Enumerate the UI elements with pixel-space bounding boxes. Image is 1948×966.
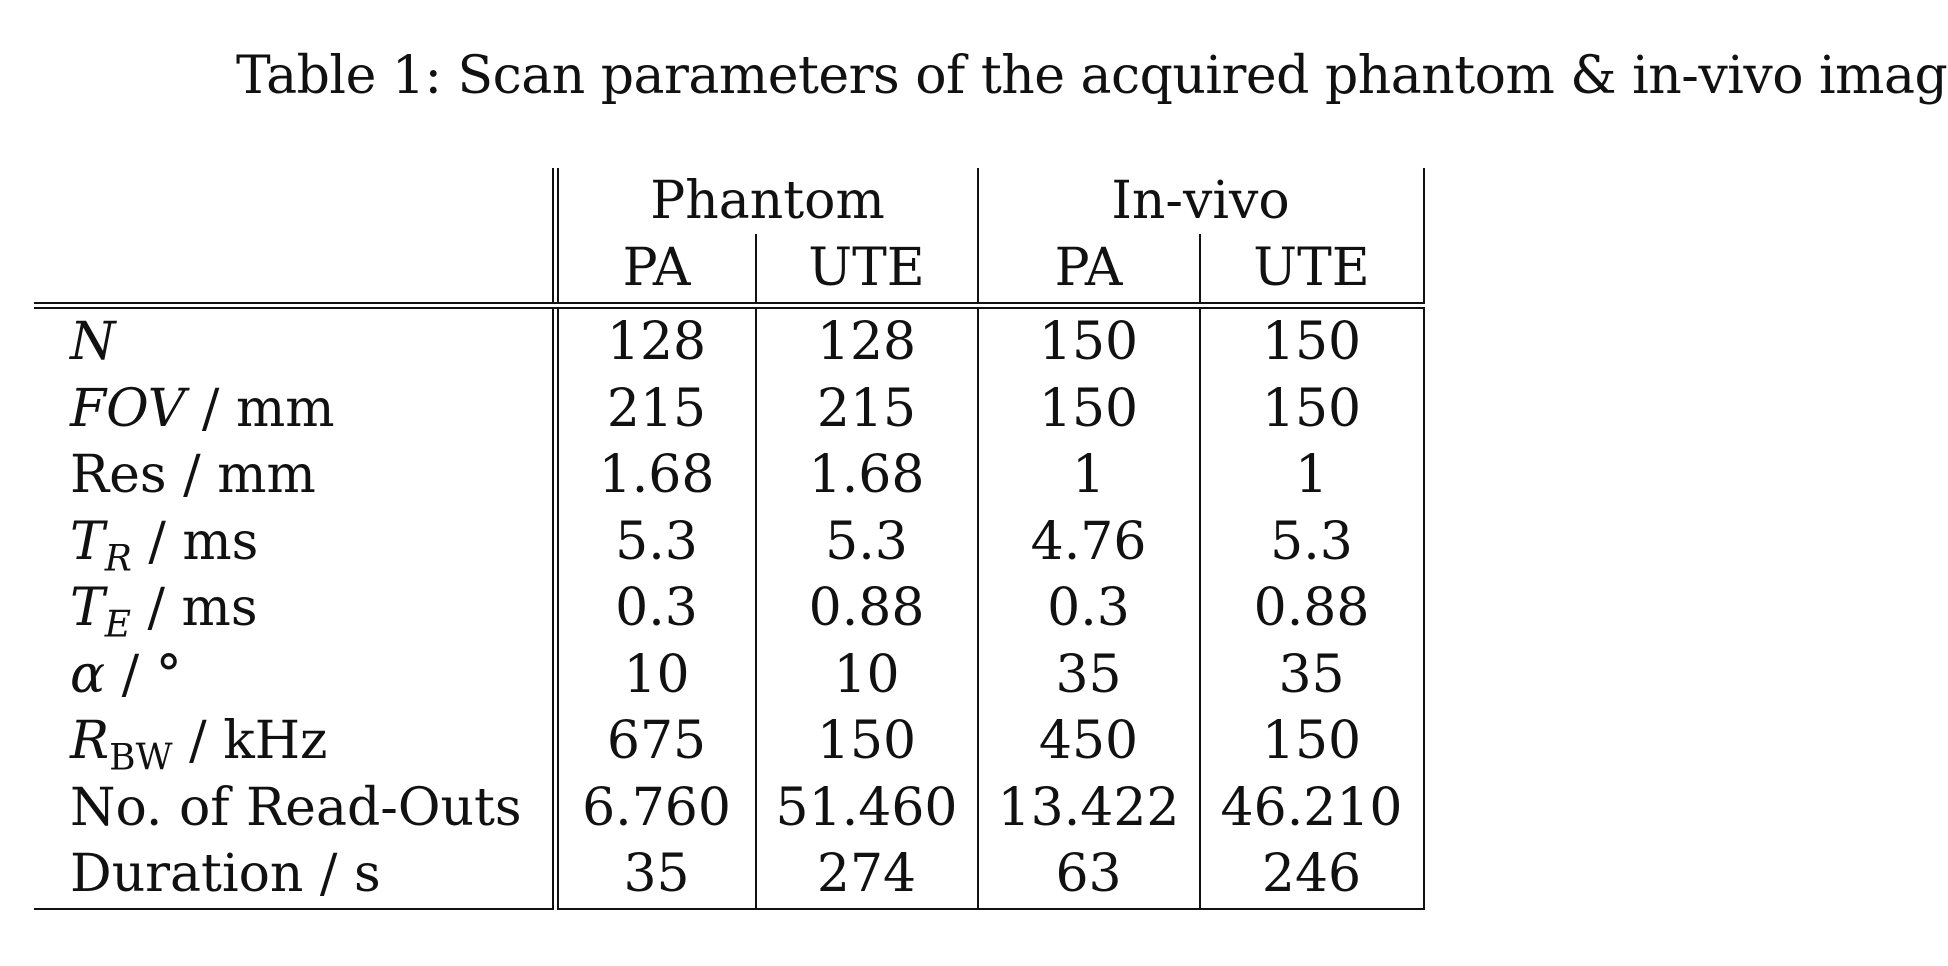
cell-phantom-pa: 675 xyxy=(551,708,756,775)
cell-phantom-ute: 0.88 xyxy=(754,575,978,642)
table-body: N 128 128 150 150 FOV / mm 215 215 150 150 Res / m… xyxy=(34,305,1425,910)
cell-phantom-ute: 10 xyxy=(754,641,978,708)
cell-phantom-pa: 10 xyxy=(551,641,756,708)
row-label-symbol: T xyxy=(70,578,105,639)
cell-in-vivo-pa: 150 xyxy=(976,305,1200,376)
cell-phantom-pa: 215 xyxy=(551,375,756,442)
scan-parameters-table: Phantom In-vivo PA UTE PA UTE N 128 128 150… xyxy=(34,168,1425,910)
row-label: α / ° xyxy=(34,642,555,709)
cell-in-vivo-pa: 13.422 xyxy=(976,774,1200,841)
subheader-in-vivo-pa: PA xyxy=(976,234,1200,309)
table-row: TE / ms 0.3 0.88 0.3 0.88 xyxy=(34,575,1425,643)
cell-phantom-pa: 1.68 xyxy=(551,442,756,509)
row-label-subscript: BW xyxy=(109,737,173,779)
row-label: No. of Read-Outs xyxy=(34,775,555,842)
corner-cell xyxy=(34,168,555,234)
row-label-subscript: E xyxy=(104,604,131,646)
subheader-in-vivo-ute: UTE xyxy=(1198,234,1425,309)
table-caption: Table 1: Scan parameters of the acquired… xyxy=(236,46,1948,106)
subheader-phantom-pa: PA xyxy=(551,234,756,309)
row-label-symbol: R xyxy=(70,711,110,772)
cell-in-vivo-pa: 0.3 xyxy=(976,575,1200,642)
group-header-phantom: Phantom xyxy=(551,168,978,234)
row-label-unit: / s xyxy=(303,844,381,905)
scan-parameters-table-container: Phantom In-vivo PA UTE PA UTE N 128 128 150… xyxy=(34,168,1425,910)
row-label-unit: / kHz xyxy=(172,711,328,772)
cell-in-vivo-pa: 450 xyxy=(976,708,1200,775)
row-label: N xyxy=(34,306,555,376)
cell-in-vivo-ute: 1 xyxy=(1198,442,1425,509)
row-label: FOV / mm xyxy=(34,376,555,443)
cell-in-vivo-pa: 35 xyxy=(976,641,1200,708)
cell-phantom-ute: 128 xyxy=(754,305,978,376)
row-label-unit: / mm xyxy=(185,378,335,439)
cell-in-vivo-pa: 1 xyxy=(976,442,1200,509)
table-row: TR / ms 5.3 5.3 4.76 5.3 xyxy=(34,508,1425,580)
cell-phantom-pa: 5.3 xyxy=(551,508,756,575)
corner-cell-lower xyxy=(34,234,556,309)
row-label-symbol: Res xyxy=(70,445,167,506)
cell-phantom-pa: 128 xyxy=(551,305,756,376)
row-label-symbol: FOV xyxy=(70,378,186,439)
row-label: RBW / kHz xyxy=(34,708,555,776)
cell-phantom-pa: 0.3 xyxy=(551,575,756,642)
row-label-unit: / ms xyxy=(130,578,258,639)
table-row: RBW / kHz 675 150 450 150 xyxy=(34,708,1425,776)
group-header-in-vivo: In-vivo xyxy=(976,168,1425,234)
cell-in-vivo-ute: 5.3 xyxy=(1198,508,1425,575)
cell-in-vivo-ute: 246 xyxy=(1198,841,1425,910)
row-label-unit: / mm xyxy=(166,445,316,506)
cell-in-vivo-pa: 63 xyxy=(976,841,1200,910)
cell-phantom-ute: 51.460 xyxy=(754,774,978,841)
cell-in-vivo-ute: 35 xyxy=(1198,641,1425,708)
cell-phantom-ute: 150 xyxy=(754,708,978,775)
row-label: Duration / s xyxy=(34,841,556,910)
table-row: α / ° 10 10 35 35 xyxy=(34,641,1425,709)
cell-phantom-ute: 215 xyxy=(754,375,978,442)
cell-in-vivo-pa: 4.76 xyxy=(976,508,1200,575)
cell-in-vivo-ute: 150 xyxy=(1198,375,1425,442)
row-label-symbol: α xyxy=(70,644,106,705)
cell-in-vivo-ute: 150 xyxy=(1198,708,1425,775)
table-row: No. of Read-Outs 6.760 51.460 13.422 46.210 xyxy=(34,774,1425,842)
cell-in-vivo-pa: 150 xyxy=(976,375,1200,442)
cell-phantom-ute: 1.68 xyxy=(754,442,978,509)
row-label: Res / mm xyxy=(34,442,555,509)
row-label-unit: / ° xyxy=(105,644,182,705)
cell-in-vivo-ute: 46.210 xyxy=(1198,774,1425,841)
row-label-subscript: R xyxy=(104,538,132,580)
row-label: TR / ms xyxy=(34,509,555,580)
cell-in-vivo-ute: 0.88 xyxy=(1198,575,1425,642)
row-label-symbol: T xyxy=(70,511,105,572)
table-row: FOV / mm 215 215 150 150 xyxy=(34,375,1425,443)
cell-phantom-pa: 6.760 xyxy=(551,774,756,841)
cell-phantom-pa: 35 xyxy=(551,841,756,910)
cell-phantom-ute: 5.3 xyxy=(754,508,978,575)
row-label-symbol: Duration xyxy=(70,844,304,905)
cell-in-vivo-ute: 150 xyxy=(1198,305,1425,376)
row-label: TE / ms xyxy=(34,575,555,643)
row-label-symbol: No. of Read-Outs xyxy=(70,777,522,838)
row-label-unit: / ms xyxy=(131,511,259,572)
cell-phantom-ute: 274 xyxy=(754,841,978,910)
subheader-phantom-ute: UTE xyxy=(754,234,978,309)
table-row: Res / mm 1.68 1.68 1 1 xyxy=(34,442,1425,509)
row-label-symbol: N xyxy=(70,312,116,373)
table-row: N 128 128 150 150 xyxy=(34,305,1425,376)
table-row: Duration / s 35 274 63 246 xyxy=(34,841,1425,910)
